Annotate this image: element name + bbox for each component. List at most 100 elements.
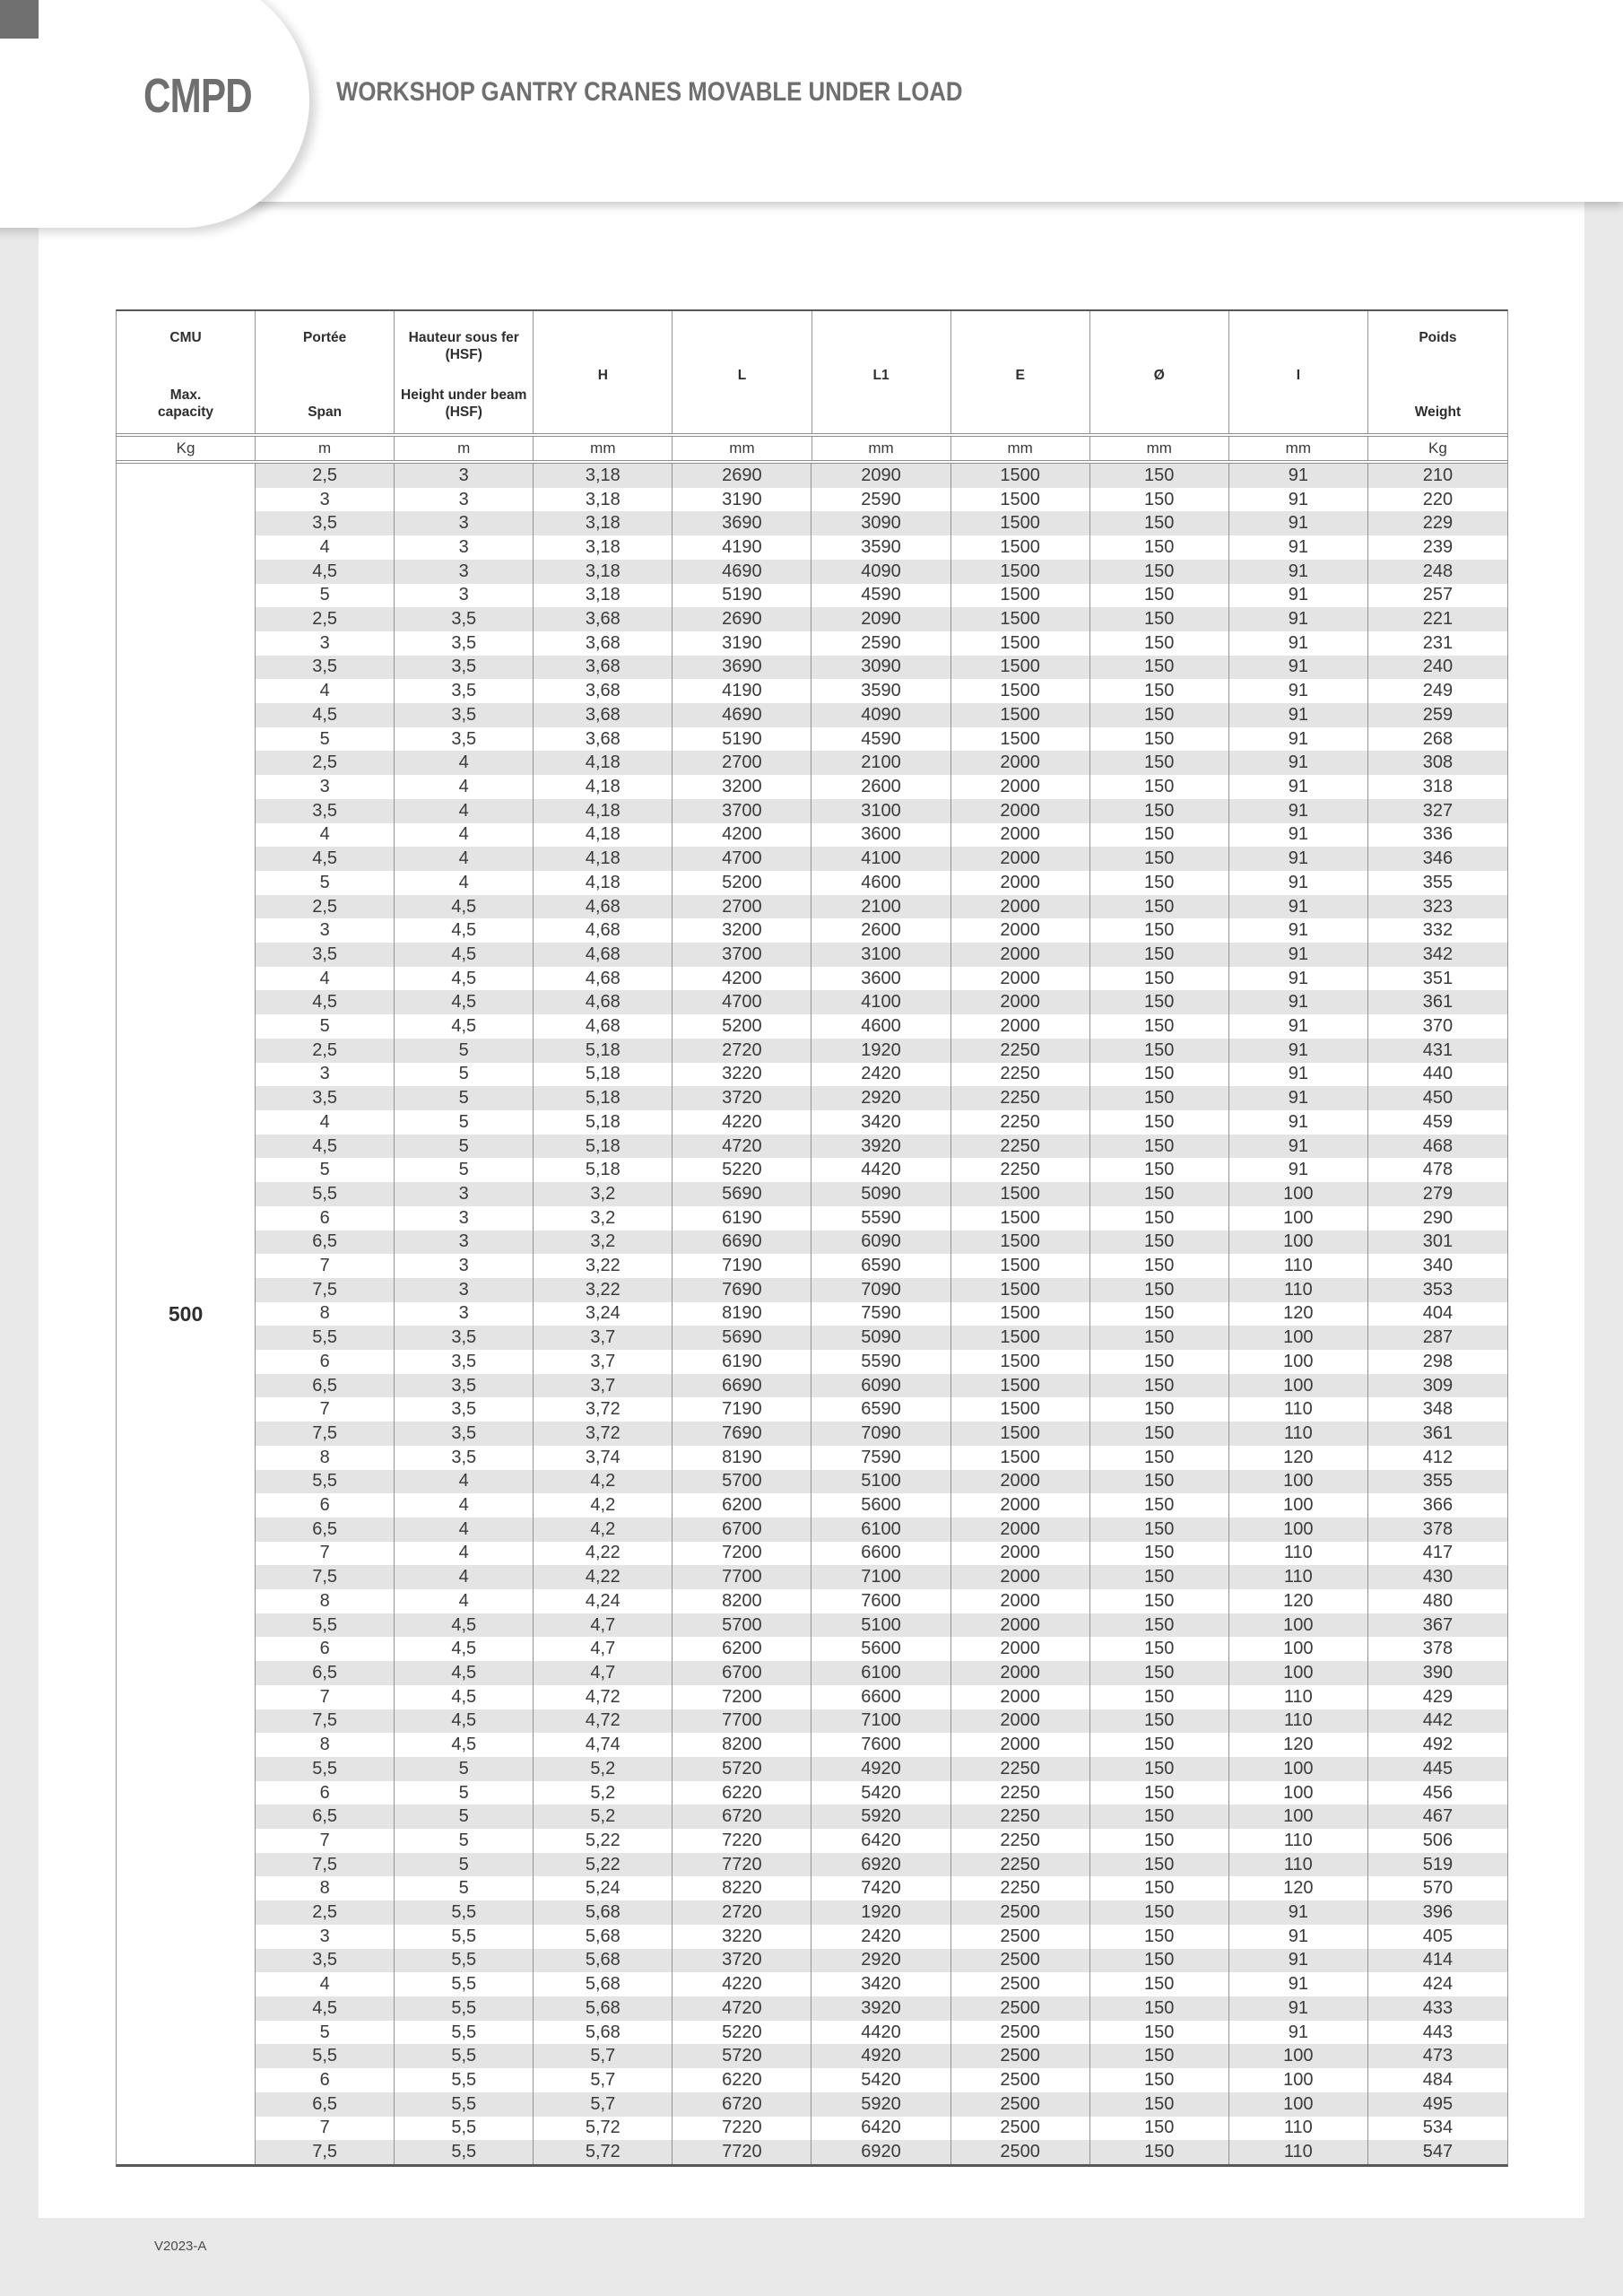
table-cell: 6090 bbox=[812, 1230, 951, 1255]
table-row: 6,5 5 5,2 6720 5920 2250 150 100 467 bbox=[256, 1805, 1507, 1830]
table-cell: 2000 bbox=[951, 798, 1090, 823]
header-cell: Hauteur sous fer (HSF) Height under beam … bbox=[395, 311, 534, 433]
table-row: 4 3,5 3,68 4190 3590 1500 150 91 249 bbox=[256, 679, 1507, 704]
table-cell: 4590 bbox=[812, 583, 951, 608]
table-cell: 150 bbox=[1090, 1948, 1229, 1973]
table-cell: 332 bbox=[1422, 920, 1454, 941]
table-cell: 2250 bbox=[951, 1086, 1090, 1110]
table-cell: 150 bbox=[1090, 990, 1229, 1015]
table-cell: 8190 bbox=[673, 1301, 812, 1326]
table-cell: 6,5 bbox=[256, 2092, 395, 2117]
table-cell: 3,5 bbox=[395, 1422, 534, 1446]
unit-cell: mm bbox=[1229, 437, 1368, 460]
table-cell: 3 bbox=[256, 775, 395, 799]
table-row: 6 4,5 4,7 6200 5600 2000 150 100 378 bbox=[256, 1637, 1507, 1662]
table-units-row: Kg m m mm mm mm mm mm mm Kg bbox=[117, 433, 1507, 464]
table-row: 5 3,5 3,68 5190 4590 1500 150 91 268 bbox=[256, 726, 1507, 752]
table-cell: 120 bbox=[1229, 1445, 1368, 1470]
table-cell: 3,5 bbox=[256, 1086, 395, 1110]
table-cell: 6720 bbox=[673, 1805, 812, 1830]
table-cell: 240 bbox=[1422, 657, 1454, 677]
table-cell: 7 bbox=[256, 1254, 395, 1278]
table-cell: 3 bbox=[395, 1277, 534, 1302]
table-cell: 3,5 bbox=[395, 726, 534, 752]
table-cell: 91 bbox=[1229, 1972, 1368, 1996]
table-cell: 110 bbox=[1229, 1541, 1368, 1566]
page-title: WORKSHOP GANTRY CRANES MOVABLE UNDER LOA… bbox=[336, 76, 963, 107]
table-cell: 150 bbox=[1090, 1301, 1229, 1326]
table-cell: 150 bbox=[1090, 870, 1229, 895]
table-cell: 2090 bbox=[812, 464, 951, 488]
table-cell: 100 bbox=[1229, 1230, 1368, 1255]
table-cell: 110 bbox=[1229, 1397, 1368, 1422]
table-cell: 2000 bbox=[951, 1684, 1090, 1709]
table-cell: 120 bbox=[1229, 1301, 1368, 1326]
table-cell: 3 bbox=[395, 464, 534, 488]
table-cell: 91 bbox=[1229, 1158, 1368, 1183]
table-cell: 4700 bbox=[673, 990, 812, 1015]
table-cell: 2250 bbox=[951, 1158, 1090, 1183]
table-cell: 4,7 bbox=[534, 1613, 673, 1638]
table-cell: 450 bbox=[1422, 1088, 1454, 1109]
table-cell: 6720 bbox=[673, 2092, 812, 2117]
table-cell: 5,5 bbox=[256, 1182, 395, 1206]
table-cell: 150 bbox=[1090, 751, 1229, 776]
table-cell: 2720 bbox=[673, 1900, 812, 1925]
table-row: 4 5,5 5,68 4220 3420 2500 150 91 424 bbox=[256, 1972, 1507, 1996]
table-cell: 5220 bbox=[673, 2020, 812, 2045]
table-cell: 2,5 bbox=[256, 894, 395, 919]
table-cell: 7 bbox=[256, 1397, 395, 1422]
unit-cell: mm bbox=[1090, 437, 1229, 460]
table-cell: 150 bbox=[1090, 1852, 1229, 1877]
table-cell: 3 bbox=[395, 1182, 534, 1206]
table-cell: 7,5 bbox=[256, 1422, 395, 1446]
table-cell: 4,5 bbox=[395, 918, 534, 944]
table-cell: 2420 bbox=[812, 1062, 951, 1087]
version-label: V2023-A bbox=[154, 2239, 207, 2254]
table-cell: 2250 bbox=[951, 1780, 1090, 1805]
table-cell: 150 bbox=[1090, 2044, 1229, 2069]
table-cell: 2000 bbox=[951, 1733, 1090, 1757]
table-row: 7,5 5,5 5,72 7720 6920 2500 150 110 547 bbox=[256, 2140, 1507, 2164]
table-cell: 4 bbox=[256, 822, 395, 848]
table-cell: 4,5 bbox=[395, 990, 534, 1015]
table-cell: 120 bbox=[1229, 1733, 1368, 1757]
table-cell: 5,18 bbox=[534, 1158, 673, 1183]
table-cell: 3 bbox=[395, 511, 534, 536]
table-row: 2,5 5 5,18 2720 1920 2250 150 91 431 bbox=[256, 1038, 1507, 1063]
table-cell: 3,68 bbox=[534, 679, 673, 704]
table-cell: 5 bbox=[395, 1109, 534, 1135]
table-row: 8 3,5 3,74 8190 7590 1500 150 120 412 bbox=[256, 1445, 1507, 1470]
table-cell: 3,68 bbox=[534, 607, 673, 631]
table-cell: 4 bbox=[256, 1972, 395, 1996]
header-label: Ø bbox=[1153, 367, 1165, 383]
table-cell: 4,72 bbox=[534, 1709, 673, 1734]
table-cell: 268 bbox=[1422, 728, 1454, 749]
product-code: CMPD bbox=[143, 69, 253, 123]
table-cell: 3200 bbox=[673, 918, 812, 944]
table-cell: 3 bbox=[395, 535, 534, 560]
table-cell: 100 bbox=[1229, 1326, 1368, 1351]
table-cell: 8 bbox=[256, 1301, 395, 1326]
table-cell: 2000 bbox=[951, 1589, 1090, 1613]
table-cell: 492 bbox=[1422, 1735, 1454, 1755]
table-cell: 150 bbox=[1090, 726, 1229, 752]
table-cell: 5690 bbox=[673, 1182, 812, 1206]
table-cell: 1500 bbox=[951, 1397, 1090, 1422]
table-cell: 150 bbox=[1090, 1182, 1229, 1206]
crane-spec-table: CMU Max. capacity Portée Span Hauteur sous f… bbox=[116, 309, 1508, 2167]
table-cell: 100 bbox=[1229, 2044, 1368, 2069]
table-cell: 3,5 bbox=[395, 607, 534, 631]
unit-cell: Kg bbox=[117, 437, 256, 460]
table-cell: 110 bbox=[1229, 1684, 1368, 1709]
table-cell: 2500 bbox=[951, 2020, 1090, 2045]
table-cell: 2250 bbox=[951, 1805, 1090, 1830]
table-cell: 2920 bbox=[812, 1086, 951, 1110]
table-cell: 4220 bbox=[673, 1109, 812, 1135]
table-cell: 7220 bbox=[673, 2116, 812, 2141]
table-cell: 150 bbox=[1090, 1373, 1229, 1398]
table-cell: 5600 bbox=[812, 1637, 951, 1662]
table-cell: 2000 bbox=[951, 894, 1090, 919]
table-cell: 150 bbox=[1090, 2068, 1229, 2092]
table-cell: 5,5 bbox=[256, 2044, 395, 2069]
